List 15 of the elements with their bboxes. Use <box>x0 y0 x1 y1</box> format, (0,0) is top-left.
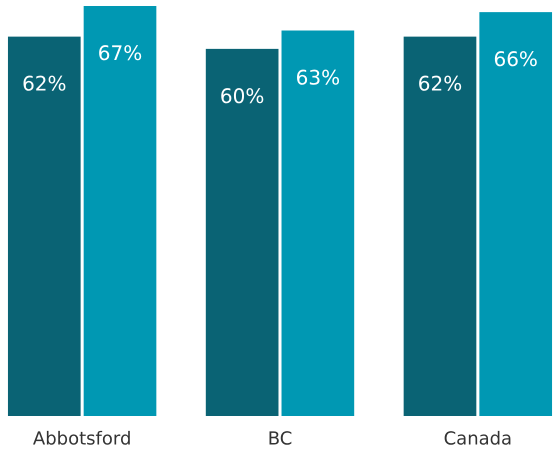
x-tick-label: Abbotsford <box>32 428 132 450</box>
bar <box>479 12 552 416</box>
data-label: 66% <box>493 47 538 72</box>
data-label: 62% <box>418 72 462 96</box>
x-tick-label: Canada <box>444 428 512 450</box>
bar <box>84 6 156 416</box>
data-label: 60% <box>220 84 264 108</box>
bar <box>206 48 278 416</box>
bar <box>8 36 81 416</box>
data-label: 67% <box>98 41 142 65</box>
bar <box>404 36 476 416</box>
data-label: 63% <box>296 65 340 90</box>
data-label: 62% <box>22 72 67 96</box>
x-tick-label: BC <box>268 428 292 450</box>
bar <box>282 30 354 416</box>
